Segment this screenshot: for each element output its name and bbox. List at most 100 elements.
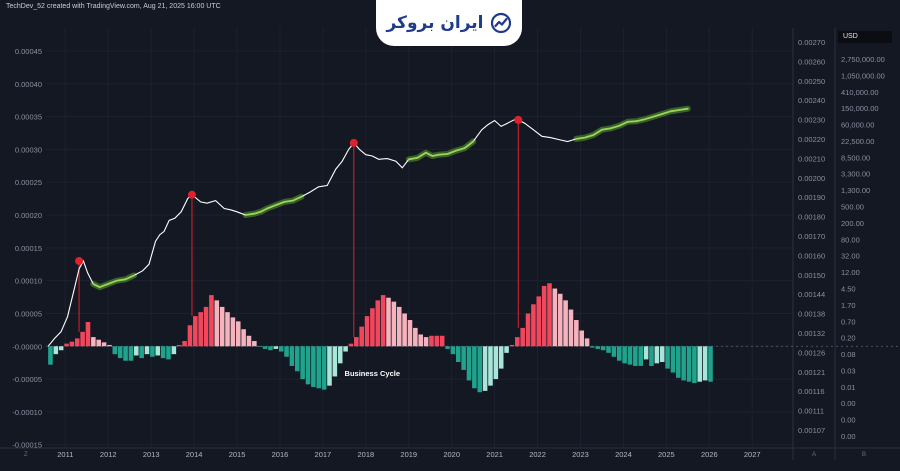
x-tick-label: 2015 [229,450,246,459]
cycle-bar [434,335,440,347]
cycle-bar [633,346,638,366]
cycle-bar [316,346,322,389]
left-tick-label: 0.00025 [15,178,42,187]
left-tick-label: 0.00030 [15,145,42,154]
peak-stems [78,119,519,338]
cycle-bar [579,330,584,347]
x-tick-label: 2023 [572,450,589,459]
middle-tick-label: 0.00240 [798,96,825,105]
x-tick-label: 2021 [486,450,503,459]
cycle-bar [198,312,203,347]
cycle-bar [241,329,246,347]
right-tick-label: 0.70 [841,317,856,326]
cycle-bar [413,327,418,347]
middle-tick-label: 0.00121 [798,368,825,377]
right-tick-label: 60,000.00 [841,121,874,130]
cycle-bar [187,325,193,347]
cycle-bar [670,346,676,373]
cycle-bar [536,296,542,347]
right-tick-label: 0.00 [841,416,856,425]
left-tick-label: -0.00010 [12,408,42,417]
middle-tick-label: 0.00270 [798,38,825,47]
cycle-bar [112,346,118,355]
cycle-bar [348,343,354,347]
peak-marker [349,138,358,147]
x-tick-label: 2026 [701,450,718,459]
cycle-bar [332,346,338,377]
right-tick-label: 80.00 [841,235,860,244]
right-tick-label: 22,500.00 [841,137,874,146]
cycle-bar [337,346,343,364]
price-line [47,108,688,347]
cycle-bar [160,346,166,359]
cycle-bar [321,346,327,390]
right-tick-label: 4.50 [841,284,856,293]
right-tick-label: 2,750,000.00 [841,55,885,64]
cycle-bar [53,346,59,355]
cycle-bar [590,346,595,348]
cycle-bar [176,344,182,347]
x-tick-label: 2018 [357,450,374,459]
cycle-bar [525,313,531,347]
cycle-bar [262,346,268,349]
cycle-bar [407,320,413,347]
chart-credit: TechDev_52 created with TradingView.com,… [6,3,221,10]
cycle-bar [246,335,252,347]
cycle-bar [584,338,590,347]
left-tick-label: 0.00040 [15,80,42,89]
left-tick-label: 0.00010 [15,277,42,286]
right-tick-label: 0.00 [841,432,856,441]
cycle-bar [461,346,466,370]
cycle-bar [477,346,483,393]
x-axis: 2011 2012 2013 2014 2015 2016 2017 2018 2019 2020… [57,450,760,459]
cycle-bar [643,346,649,360]
x-tick-label: 2022 [529,450,546,459]
middle-tick-label: 0.00190 [798,193,825,202]
cycle-bar [708,346,713,382]
cycle-bar [364,316,370,347]
cycle-bar [665,346,670,369]
cycle-bar [85,322,91,347]
cycle-bar [504,346,509,353]
right-tick-label: 32.00 [841,252,860,261]
middle-tick-label: 0.00200 [798,174,825,183]
cycle-bar [423,337,429,347]
cycle-bar [370,308,375,347]
x-tick-label: 2014 [186,450,203,459]
middle-tick-label: 0.00116 [798,387,825,396]
cycle-bar [107,344,112,347]
x-tick-label: 2024 [615,450,632,459]
cycle-bar [547,283,552,347]
cycle-bar [450,346,456,355]
cycle-bar [616,346,622,361]
cycle-bar [128,346,134,361]
cycle-bar [230,317,236,347]
cycle-bar [568,309,574,347]
cycle-bar [295,346,300,372]
cycle-bar [466,346,472,381]
middle-tick-label: 0.00132 [798,329,825,338]
cycle-bar [455,346,461,363]
right-tick-label: 0.00 [841,399,856,408]
middle-tick-label: 0.00260 [798,57,825,66]
middle-axis: 0.00270 0.00260 0.00250 0.00240 0.00230 0.002… [798,38,825,435]
cycle-bar [343,346,348,352]
middle-tick-label: 0.00220 [798,135,825,144]
cycle-bar [509,344,515,347]
cycle-bar [595,346,601,349]
cycle-bar [257,346,263,347]
cycle-bar [488,346,493,386]
cycle-bar [48,346,53,365]
cycle-bar [268,346,273,351]
cycle-bar [622,346,627,364]
brand-logo: ایران بروکر [376,0,522,46]
cycle-bar [380,295,386,347]
cycle-bar [101,342,107,347]
left-tick-label: 0.00015 [15,244,42,253]
cycle-bar [659,346,665,363]
cycle-bar [445,346,450,349]
cycle-bar [515,337,520,347]
cycle-bar [273,346,279,349]
price-highlight-core [92,107,689,289]
